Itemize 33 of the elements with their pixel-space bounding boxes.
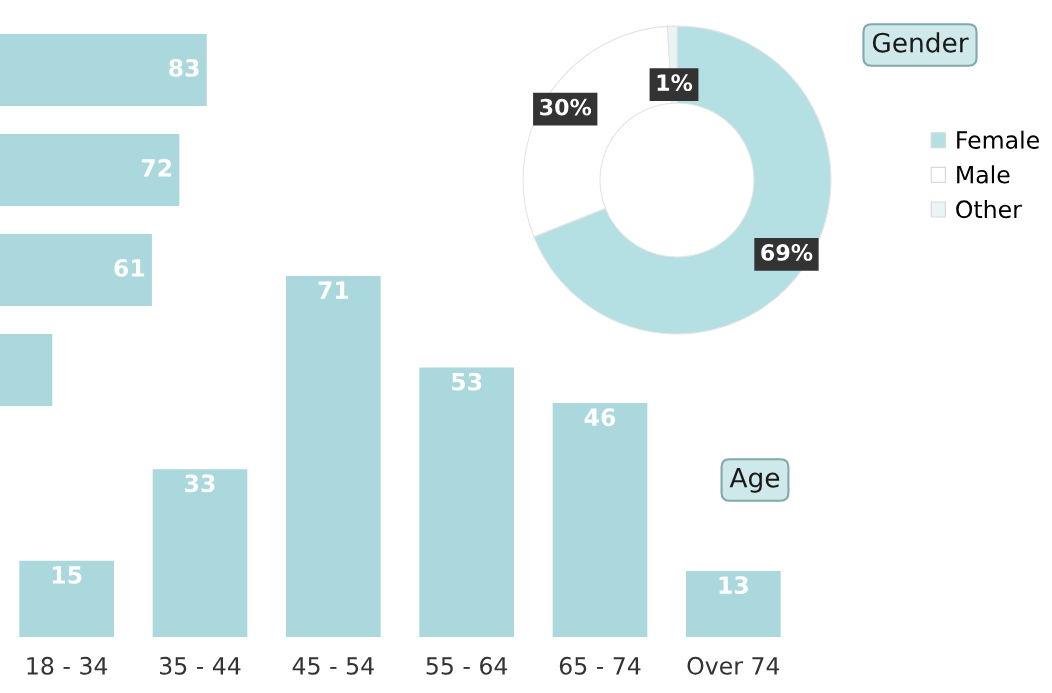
bar (686, 570, 781, 637)
data-label: 69% (761, 244, 813, 261)
data-label: 30% (540, 98, 592, 116)
data-label: 72 (141, 158, 172, 177)
data-label: 15 (52, 566, 82, 584)
bar (419, 367, 514, 637)
legend-label: Other (956, 199, 1022, 219)
bar (19, 560, 114, 637)
data-label: 71 (318, 281, 349, 299)
data-label: 53 (452, 372, 482, 391)
bar (152, 469, 248, 637)
x-tick-label: 45 - 54 (292, 657, 374, 675)
bar (552, 403, 648, 637)
bar (0, 234, 152, 306)
data-label: 33 (185, 474, 215, 493)
x-tick-label: 65 - 74 (559, 656, 641, 675)
x-tick-label: 18 - 34 (27, 656, 108, 675)
data-label: 46 (584, 408, 616, 427)
text: Age (729, 468, 780, 493)
bar (286, 275, 381, 637)
data-label: 83 (169, 58, 199, 77)
x-tick-label: Over 74 (687, 656, 780, 675)
data-label: 61 (114, 259, 145, 277)
x-tick-label: 35 - 44 (159, 656, 241, 675)
x-tick-label: 55 - 64 (426, 656, 508, 675)
bar (0, 34, 207, 106)
data-label: 13 (719, 576, 748, 594)
data-label: 1% (657, 74, 693, 92)
legend-label: Female (957, 130, 1039, 149)
bar (0, 334, 53, 406)
legend-label: Male (957, 165, 1010, 184)
bar (0, 134, 180, 206)
chart-title: Gender (872, 32, 969, 53)
